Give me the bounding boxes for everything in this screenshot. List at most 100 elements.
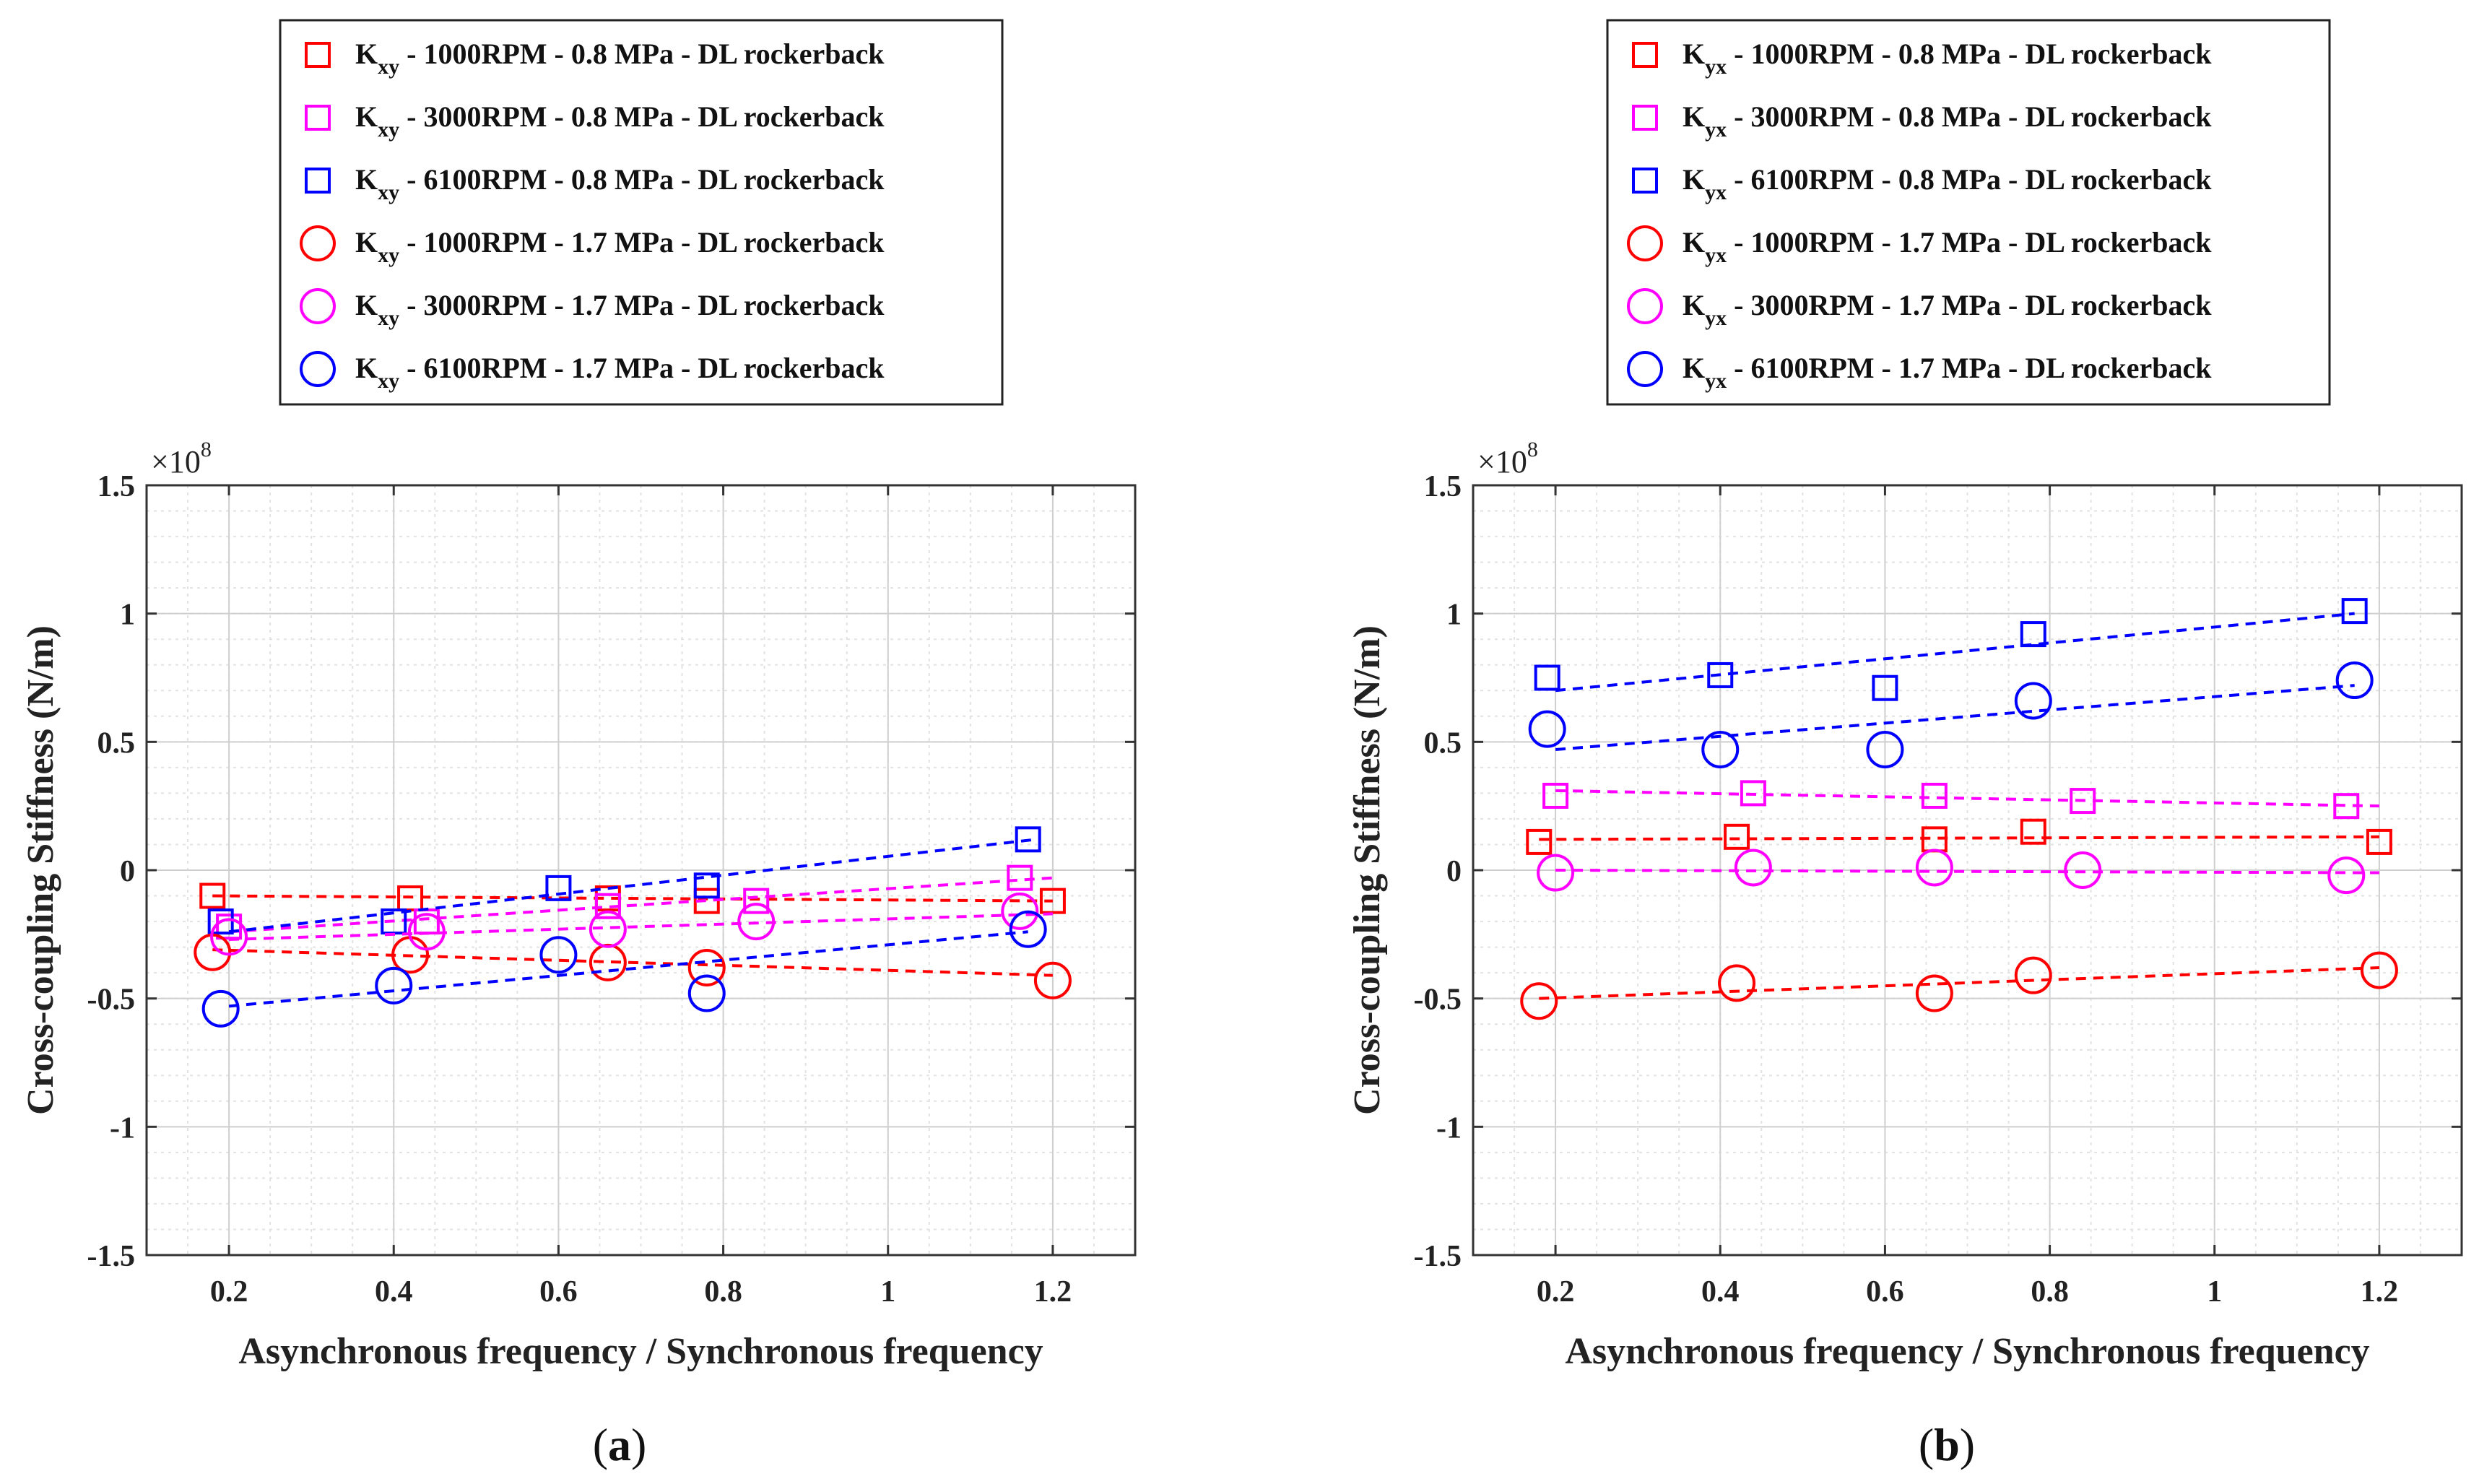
trend-line — [1539, 966, 2379, 1000]
y-axis-label: Cross-coupling Stiffness (N/m) — [20, 625, 61, 1115]
data-point-circle — [1866, 730, 1904, 768]
legend-entry-subscript: yx — [1705, 118, 1727, 142]
x-tick-label: 1.2 — [1034, 1275, 1072, 1309]
legend-entry: Kxy - 3000RPM - 0.8 MPa - DL rockerback — [355, 100, 885, 142]
legend: Kxy - 1000RPM - 0.8 MPa - DL rockerback K… — [279, 19, 1004, 406]
data-point-square — [1740, 780, 1766, 807]
legend-entry: Kyx - 1000RPM - 1.7 MPa - DL rockerback — [1683, 226, 2212, 267]
y-multiplier-exponent: 8 — [1527, 438, 1538, 461]
x-tick-label: 0.2 — [210, 1275, 248, 1309]
panel-a: 0.2 0.4 0.6 0.8 1 1.2 -1.5 -1 -0.5 0 0.5 1 1.5 ×108 As… — [20, 19, 1137, 1470]
legend-entry-symbol: K — [355, 289, 378, 321]
legend-entry-subscript: xy — [378, 369, 399, 393]
x-tick-label: 0.2 — [1537, 1275, 1575, 1309]
y-tick-label: 0 — [1446, 855, 1462, 888]
data-point-circle — [1001, 892, 1039, 930]
data-point-circle — [1009, 910, 1047, 948]
panel-b: 0.2 0.4 0.6 0.8 1 1.2 -1.5 -1 -0.5 0 0.5 1 1.5 ×108 As… — [1347, 19, 2463, 1470]
data-point-square — [594, 893, 621, 919]
data-point-circle — [210, 918, 248, 956]
legend-marker-square — [305, 168, 331, 194]
legend-entry-symbol: K — [1683, 163, 1705, 196]
legend-entry: Kxy - 1000RPM - 1.7 MPa - DL rockerback — [355, 226, 885, 267]
legend-entry: Kyx - 3000RPM - 0.8 MPa - DL rockerback — [1683, 100, 2212, 142]
data-point-square — [1921, 782, 1948, 809]
x-axis-label: Asynchronous frequency / Synchronous fre… — [238, 1331, 1043, 1372]
data-point-circle — [2335, 661, 2374, 700]
y-tick-label: -0.5 — [1414, 984, 1462, 1017]
series-5 — [201, 910, 1047, 1028]
panel-label-letter: a — [608, 1419, 631, 1470]
data-point-square — [2020, 621, 2046, 648]
legend-marker-circle — [300, 351, 336, 387]
legend-entry-symbol: K — [355, 226, 378, 259]
legend-marker-circle — [1627, 288, 1663, 324]
legend-entry: Kyx - 6100RPM - 1.7 MPa - DL rockerback — [1683, 352, 2212, 393]
legend-entry-subscript: yx — [1705, 369, 1727, 393]
data-point-circle — [2327, 856, 2366, 895]
trend-line — [228, 930, 1028, 1008]
x-tick-label: 0.6 — [539, 1275, 578, 1309]
legend-entry-label: - 1000RPM - 0.8 MPa - DL rockerback — [399, 38, 885, 70]
x-tick-label: 0.8 — [704, 1275, 742, 1309]
data-point-circle — [2064, 851, 2102, 889]
legend-entry: Kyx - 3000RPM - 1.7 MPa - DL rockerback — [1683, 289, 2212, 330]
legend-entry-label: - 3000RPM - 0.8 MPa - DL rockerback — [1727, 100, 2212, 133]
panel-label-letter: b — [1934, 1419, 1960, 1470]
data-point-square — [1007, 864, 1033, 891]
legend-entry-symbol: K — [1683, 38, 1705, 70]
data-point-circle — [539, 936, 578, 974]
data-point-circle — [1915, 849, 1953, 887]
y-multiplier: ×108 — [151, 438, 212, 480]
data-point-circle — [1734, 849, 1772, 887]
legend-marker-circle — [1627, 351, 1663, 387]
y-multiplier-base: ×10 — [1477, 444, 1527, 480]
data-point-square — [1039, 888, 1066, 914]
legend-marker-square — [305, 42, 331, 68]
x-tick-label: 1 — [2207, 1275, 2222, 1309]
legend-entry-subscript: xy — [378, 118, 399, 142]
legend-marker-square — [305, 105, 331, 131]
grid — [147, 485, 1135, 1256]
panel-label-open: ( — [593, 1419, 608, 1470]
trend-line — [212, 894, 1053, 903]
series-4 — [210, 892, 1053, 956]
trend-line — [1539, 835, 2379, 841]
legend-entry-subscript: yx — [1705, 243, 1727, 267]
legend-entry-subscript: xy — [378, 181, 399, 204]
y-tick-label: -1.5 — [87, 1240, 136, 1273]
trend-line — [1555, 612, 2355, 693]
y-tick-label: -1 — [110, 1111, 135, 1145]
legend-entry-label: - 3000RPM - 1.7 MPa - DL rockerback — [399, 289, 885, 321]
x-tick-label: 0.6 — [1866, 1275, 1904, 1309]
legend-entry-label: - 3000RPM - 0.8 MPa - DL rockerback — [399, 100, 885, 133]
legend-entry: Kxy - 6100RPM - 0.8 MPa - DL rockerback — [355, 163, 885, 204]
legend-entry-symbol: K — [1683, 100, 1705, 133]
legend-marker-square — [1632, 168, 1658, 194]
data-point-circle — [2360, 951, 2398, 989]
data-point-circle — [201, 989, 240, 1028]
trend-line — [1555, 684, 2355, 751]
data-point-square — [1015, 826, 1041, 853]
series-3 — [1520, 951, 2398, 1020]
legend-entry: Kxy - 3000RPM - 1.7 MPa - DL rockerback — [355, 289, 885, 330]
y-multiplier-exponent: 8 — [201, 438, 212, 461]
data-point-square — [1542, 782, 1569, 809]
y-axis-label: Cross-coupling Stiffness (N/m) — [1347, 625, 1388, 1115]
panel-label-close: ) — [631, 1419, 646, 1470]
legend-box — [279, 19, 1004, 406]
data-point-circle — [1033, 961, 1072, 999]
legend-entry-symbol: K — [355, 38, 378, 70]
series-4 — [1537, 849, 2379, 895]
data-point-circle — [2014, 682, 2052, 720]
data-point-square — [2366, 828, 2392, 855]
y-tick-label: 1.5 — [97, 470, 136, 503]
legend-entry-subscript: xy — [378, 306, 399, 330]
y-tick-label: 1 — [120, 599, 135, 632]
y-multiplier-base: ×10 — [151, 444, 201, 480]
data-point-square — [1872, 674, 1898, 701]
data-point-circle — [1528, 710, 1566, 748]
data-point-square — [2020, 818, 2046, 845]
legend-entry: Kyx - 6100RPM - 0.8 MPa - DL rockerback — [1683, 163, 2212, 204]
